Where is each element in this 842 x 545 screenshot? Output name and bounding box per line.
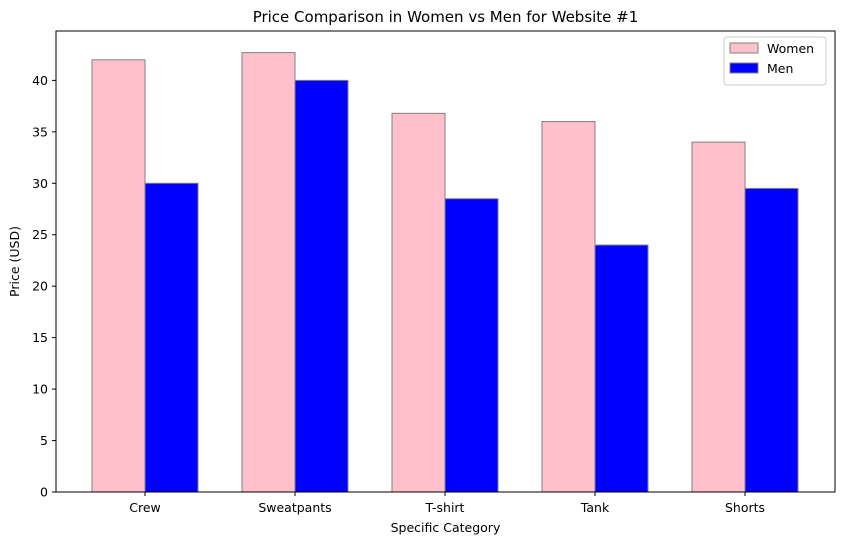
x-tick-label: Crew	[129, 500, 161, 515]
legend-label-women: Women	[767, 41, 814, 56]
x-axis-label: Specific Category	[391, 520, 501, 535]
bar-women-t-shirt	[391, 112, 446, 493]
bar-women-shorts	[691, 141, 746, 493]
y-tick-label: 15	[32, 330, 48, 345]
x-tick-label: Sweatpants	[258, 500, 331, 515]
bar-women-crew	[91, 59, 146, 493]
x-tick-label: Tank	[580, 500, 610, 515]
x-tick-label: T-shirt	[425, 500, 465, 515]
bar-men-tank	[594, 244, 649, 493]
y-tick-label: 25	[32, 227, 48, 242]
y-tick-label: 20	[32, 279, 48, 294]
x-tick-label: Shorts	[725, 500, 765, 515]
y-tick-label: 40	[32, 73, 48, 88]
bar-men-crew	[144, 182, 199, 493]
legend-swatch-women	[729, 42, 759, 54]
y-tick-label: 35	[32, 124, 48, 139]
y-tick-label: 10	[32, 382, 48, 397]
bar-women-tank	[541, 121, 596, 493]
legend: Women Men	[723, 36, 827, 86]
bar-men-shorts	[744, 187, 799, 493]
bar-men-t-shirt	[444, 198, 499, 493]
x-axis-ticks: Crew Sweatpants T-shirt Tank Shorts	[129, 492, 765, 515]
y-tick-label: 30	[32, 176, 48, 191]
chart-title: Price Comparison in Women vs Men for Web…	[253, 8, 639, 26]
bar-women-sweatpants	[241, 52, 296, 493]
y-axis-label: Price (USD)	[7, 226, 22, 297]
bars-layer	[91, 52, 799, 493]
y-axis-ticks: 0 5 10 15 20 25 30 35 40	[32, 73, 56, 500]
y-tick-label: 5	[40, 433, 48, 448]
bar-men-sweatpants	[294, 79, 349, 493]
legend-label-men: Men	[767, 61, 793, 76]
y-tick-label: 0	[40, 485, 48, 500]
legend-swatch-men	[729, 62, 759, 74]
